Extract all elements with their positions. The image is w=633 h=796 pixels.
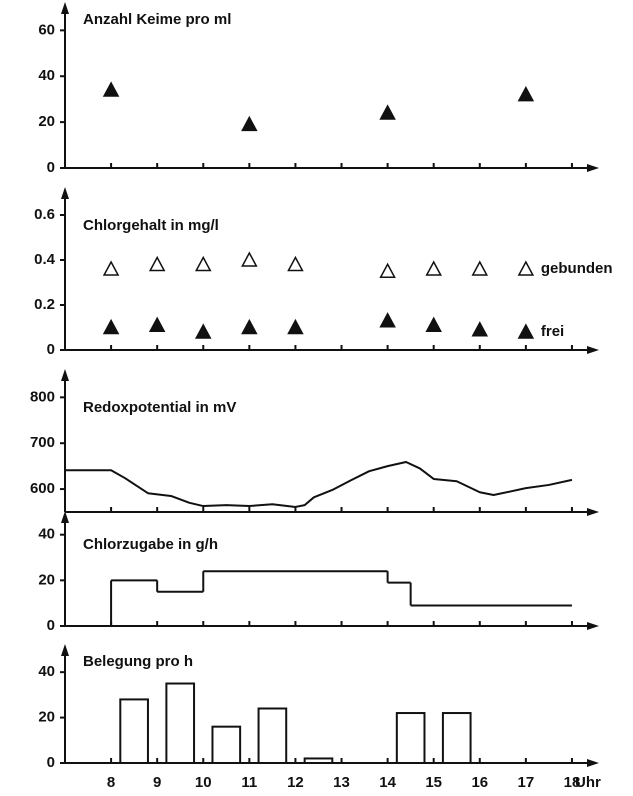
x-tick-label: 11: [241, 774, 257, 791]
marker: [517, 86, 535, 102]
marker: [241, 251, 258, 267]
y-tick-label: 20: [38, 571, 55, 588]
y-tick-label: 0: [47, 341, 55, 358]
x-tick-label: 8: [107, 774, 115, 791]
marker: [102, 318, 120, 335]
marker: [287, 318, 304, 335]
y-axis-arrow: [61, 369, 69, 381]
marker: [425, 260, 442, 276]
marker: [379, 312, 396, 328]
y-tick-label: 40: [38, 526, 55, 543]
x-tick-label: 12: [287, 774, 304, 791]
y-tick-label: 800: [30, 388, 55, 405]
x-tick-label: 9: [153, 774, 161, 791]
y-tick-label: 40: [38, 67, 55, 84]
bar: [303, 757, 334, 764]
marker: [517, 260, 535, 276]
marker: [241, 115, 258, 132]
marker: [148, 255, 166, 272]
x-axis-arrow: [587, 622, 599, 630]
y-tick-label: 0.4: [34, 251, 56, 268]
y-tick-label: 700: [30, 434, 55, 451]
marker: [195, 323, 212, 339]
x-axis-arrow: [587, 508, 599, 516]
bar: [395, 712, 426, 765]
panel-title: Anzahl Keime pro ml: [83, 11, 231, 28]
y-tick-label: 0: [47, 754, 55, 771]
x-axis-arrow: [587, 164, 599, 172]
x-axis-arrow: [587, 759, 599, 767]
legend-label: gebunden: [541, 260, 613, 277]
marker: [471, 321, 489, 337]
x-tick-label: 10: [195, 774, 212, 791]
line: [65, 461, 573, 508]
marker: [102, 81, 120, 97]
bar: [119, 698, 149, 765]
y-axis-arrow: [61, 187, 69, 199]
marker: [379, 262, 396, 278]
x-tick-label: 15: [425, 774, 442, 791]
panel-title: Chlorgehalt in mg/l: [83, 217, 219, 234]
y-tick-label: 40: [38, 663, 55, 680]
y-tick-label: 0: [47, 617, 55, 634]
marker: [102, 260, 120, 276]
x-axis-arrow: [587, 346, 599, 354]
y-tick-label: 60: [38, 21, 55, 38]
panel-title: Belegung pro h: [83, 653, 193, 670]
x-tick-label: 18: [564, 774, 581, 791]
x-axis-label: Uhr: [575, 774, 601, 791]
y-tick-label: 20: [38, 113, 55, 130]
x-tick-label: 14: [379, 774, 396, 791]
y-tick-label: 0.6: [34, 206, 55, 223]
marker: [195, 255, 212, 272]
y-axis-arrow: [61, 511, 69, 523]
y-axis-arrow: [61, 2, 69, 14]
marker: [241, 318, 258, 335]
bar: [165, 682, 196, 764]
bar: [211, 725, 242, 765]
y-tick-label: 0.2: [34, 296, 55, 313]
marker: [425, 316, 442, 332]
marker: [471, 260, 489, 276]
y-tick-label: 20: [38, 709, 55, 726]
marker: [148, 316, 166, 332]
x-tick-label: 17: [518, 774, 535, 791]
marker: [287, 255, 304, 272]
marker: [517, 323, 535, 339]
panel-title: Chlorzugabe in g/h: [83, 536, 218, 553]
x-tick-label: 13: [333, 774, 350, 791]
y-axis-arrow: [61, 644, 69, 656]
y-tick-label: 600: [30, 480, 55, 497]
bar: [257, 707, 288, 764]
legend-label: frei: [541, 323, 564, 340]
panel-title: Redoxpotential in mV: [83, 399, 236, 416]
marker: [379, 104, 396, 120]
x-tick-label: 16: [471, 774, 488, 791]
y-tick-label: 0: [47, 159, 55, 176]
bar: [441, 712, 472, 765]
